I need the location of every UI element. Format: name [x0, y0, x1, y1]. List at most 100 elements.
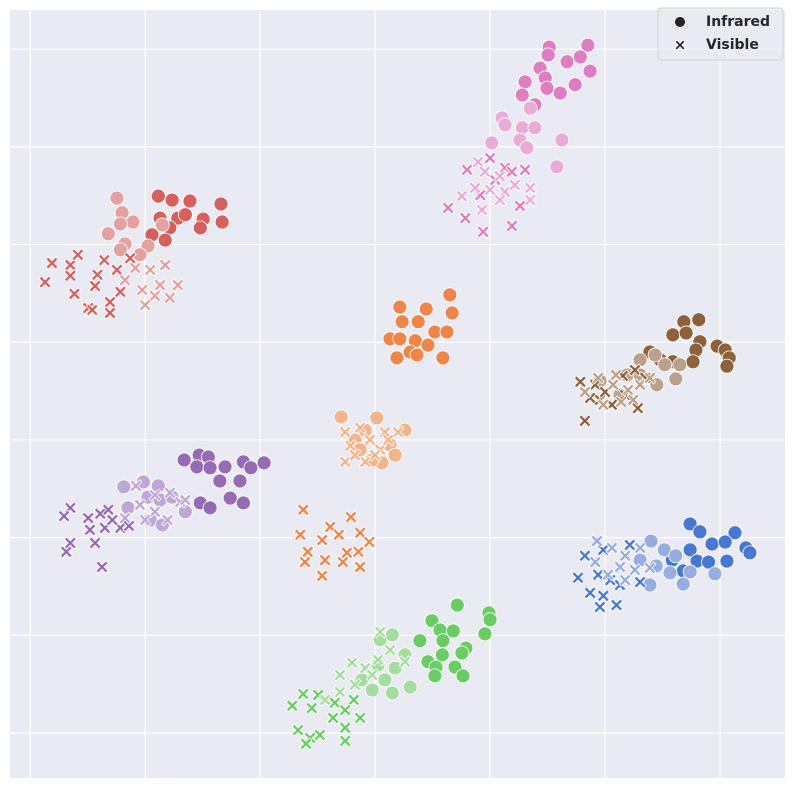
point	[160, 513, 175, 527]
point	[148, 488, 162, 502]
point	[381, 433, 395, 447]
point	[353, 421, 367, 435]
point	[222, 490, 238, 506]
point	[691, 312, 707, 328]
point	[682, 542, 698, 558]
point	[441, 201, 455, 215]
point	[333, 668, 347, 682]
point	[707, 566, 723, 582]
point	[101, 503, 115, 517]
point	[519, 140, 535, 156]
point	[389, 350, 405, 366]
point	[439, 324, 455, 340]
point	[719, 553, 735, 569]
point	[626, 393, 640, 407]
point	[497, 117, 513, 133]
point	[398, 655, 412, 669]
point	[176, 452, 192, 468]
point	[668, 548, 684, 564]
point	[112, 216, 128, 232]
point	[171, 278, 185, 292]
point	[518, 163, 532, 177]
point	[332, 528, 346, 542]
point	[148, 289, 162, 303]
point	[189, 459, 205, 475]
point	[668, 371, 684, 387]
point	[348, 678, 362, 692]
point	[97, 253, 111, 267]
point	[435, 350, 451, 366]
point	[125, 214, 141, 230]
point	[596, 398, 610, 412]
point	[296, 503, 310, 517]
point	[554, 132, 570, 148]
point	[377, 672, 393, 688]
point	[158, 258, 172, 272]
point	[154, 217, 170, 233]
point	[662, 565, 678, 581]
point	[475, 203, 489, 217]
point	[88, 279, 102, 293]
point	[103, 295, 117, 309]
point	[719, 358, 735, 374]
point	[567, 77, 583, 93]
point	[522, 100, 538, 116]
point	[483, 151, 497, 165]
point	[128, 261, 142, 275]
point	[618, 573, 632, 587]
point	[458, 211, 472, 225]
point	[202, 460, 218, 476]
point	[345, 656, 359, 670]
point	[148, 505, 162, 519]
point	[129, 479, 143, 493]
point	[727, 525, 743, 541]
point	[484, 135, 500, 151]
point	[85, 303, 99, 317]
point	[692, 524, 708, 540]
point	[291, 723, 305, 737]
point	[609, 368, 623, 382]
legend-label: Infrared	[706, 14, 770, 30]
point	[296, 687, 310, 701]
point	[444, 305, 460, 321]
point	[243, 460, 259, 476]
point	[678, 325, 694, 341]
point	[213, 196, 229, 212]
point	[116, 479, 132, 495]
point	[298, 555, 312, 569]
point	[353, 560, 367, 574]
point	[682, 516, 698, 532]
point	[212, 473, 228, 489]
point	[63, 269, 77, 283]
point	[45, 256, 59, 270]
point	[523, 181, 537, 195]
point	[113, 285, 127, 299]
point	[343, 439, 357, 453]
point	[498, 161, 512, 175]
point	[455, 189, 469, 203]
point	[256, 455, 272, 471]
point	[514, 120, 530, 136]
point	[559, 54, 575, 70]
point	[192, 220, 208, 236]
point	[57, 509, 71, 523]
point	[333, 409, 349, 425]
point	[38, 275, 52, 289]
point	[572, 49, 588, 65]
point	[285, 699, 299, 713]
point	[609, 598, 624, 612]
point	[665, 327, 681, 343]
point	[476, 225, 490, 239]
point	[449, 597, 465, 613]
point	[202, 500, 218, 516]
point	[88, 536, 102, 550]
point	[364, 682, 380, 698]
point	[482, 612, 498, 628]
point	[578, 414, 592, 428]
plot-area	[10, 10, 785, 778]
point	[163, 486, 177, 500]
point	[328, 696, 342, 710]
point	[236, 495, 251, 511]
point	[418, 301, 434, 317]
legend-marker	[674, 39, 686, 51]
